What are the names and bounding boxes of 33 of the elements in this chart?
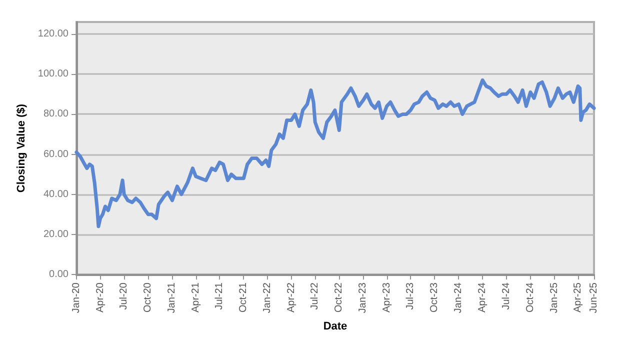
y-tick-label: 0.00 [49,269,69,280]
y-tick-label: 120.00 [38,28,69,40]
x-tick-label: Jan-24 [453,282,464,314]
y-axis-title: Closing Value ($) [16,104,28,193]
x-tick-label: Apr-21 [190,282,202,313]
x-tick-label: Apr-25 [572,282,584,313]
x-tick-label: Apr-20 [94,282,106,313]
x-tick-label: Jul-22 [310,282,321,310]
x-tick-label: Jan-21 [166,282,178,314]
x-tick-label: Oct-22 [334,282,345,313]
x-tick-label: Jan-25 [548,282,560,314]
y-tick-label: 60.00 [43,148,69,160]
x-tick-label: Jul-20 [118,282,130,310]
y-tick-label: 100.00 [38,68,69,80]
x-tick-label: Oct-21 [238,282,250,313]
x-tick-label: Oct-23 [429,282,440,313]
y-tick-label: 40.00 [43,188,69,200]
x-tick-label: Jan-22 [262,282,274,314]
x-tick-label: Jan-20 [70,282,82,314]
x-tick-label: Jul-21 [214,282,226,310]
x-axis-title: Date [323,320,348,332]
x-tick-label: Apr-23 [381,282,392,313]
y-tick-label: 20.00 [43,228,69,240]
line-series [74,78,596,228]
x-tick-label: Jun-25 [588,282,600,314]
x-tick-label: Oct-24 [524,282,536,313]
x-tick-label: Apr-22 [286,282,297,313]
x-tick-label: Jan-23 [358,282,369,314]
x-tick-label: Oct-20 [142,282,154,313]
y-tick-label: 80.00 [43,108,69,120]
x-tick-label: Apr-24 [477,282,488,313]
x-tick-label: Jul-24 [500,282,512,310]
x-tick-label: Jul-23 [405,282,416,310]
